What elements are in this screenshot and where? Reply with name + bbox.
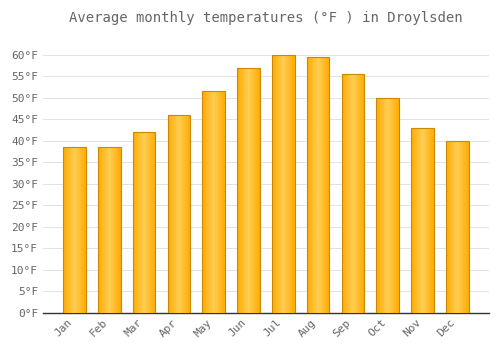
Bar [168,115,190,313]
Bar [411,128,434,313]
Bar [237,68,260,313]
Bar [342,74,364,313]
Bar [63,147,86,313]
Bar [307,57,330,313]
Bar [133,132,156,313]
Bar [446,141,468,313]
Bar [272,55,294,313]
Bar [376,98,399,313]
Bar [98,147,120,313]
Bar [202,91,225,313]
Title: Average monthly temperatures (°F ) in Droylsden: Average monthly temperatures (°F ) in Dr… [69,11,462,25]
